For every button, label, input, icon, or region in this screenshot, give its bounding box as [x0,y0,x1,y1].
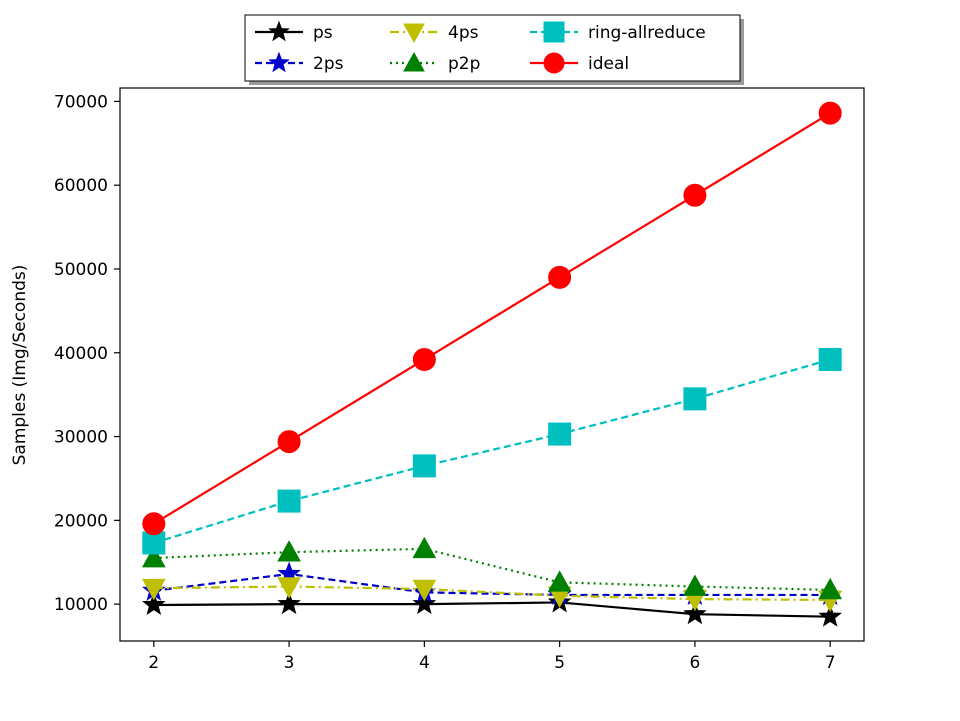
legend-label: 4ps [448,23,479,43]
data-point-ideal-7 [819,102,841,124]
legend-label: ideal [588,54,629,74]
data-point-ring-allreduce-5 [549,423,571,445]
x-tick-label: 3 [284,653,295,673]
x-tick-label: 2 [148,653,159,673]
x-tick-label: 5 [554,653,565,673]
data-point-ideal-2 [143,513,165,535]
y-tick-label: 40000 [54,344,108,364]
data-point-ideal-5 [549,266,571,288]
x-tick-label: 4 [419,653,430,673]
legend: ps 2ps 4ps p2p ring-allreduce ideal [245,15,744,85]
legend-marker-ring-allreduce [544,22,564,42]
plot-frame [120,88,864,641]
plot-area [120,88,864,641]
y-tick-label: 20000 [54,511,108,531]
legend-label: p2p [448,54,480,74]
data-point-ring-allreduce-3 [278,490,300,512]
data-point-ring-allreduce-6 [684,388,706,410]
x-tick-label: 7 [825,653,836,673]
y-tick-label: 60000 [54,176,108,196]
legend-label: ps [313,23,333,43]
data-point-ideal-6 [684,184,706,206]
data-point-ideal-4 [413,348,435,370]
legend-item-ring-allreduce: ring-allreduce [530,22,706,43]
data-point-ring-allreduce-4 [413,455,435,477]
legend-marker-ideal [544,53,564,73]
data-point-ideal-3 [278,431,300,453]
legend-label: 2ps [313,54,344,74]
y-tick-label: 70000 [54,92,108,112]
y-tick-label: 30000 [54,428,108,448]
data-point-ring-allreduce-7 [819,348,841,370]
y-tick-label: 50000 [54,260,108,280]
y-tick-label: 10000 [54,595,108,615]
x-tick-label: 6 [689,653,700,673]
legend-label: ring-allreduce [588,23,706,43]
data-point-ring-allreduce-2 [143,532,165,554]
y-axis-label: Samples (Img/Seconds) [10,265,30,466]
